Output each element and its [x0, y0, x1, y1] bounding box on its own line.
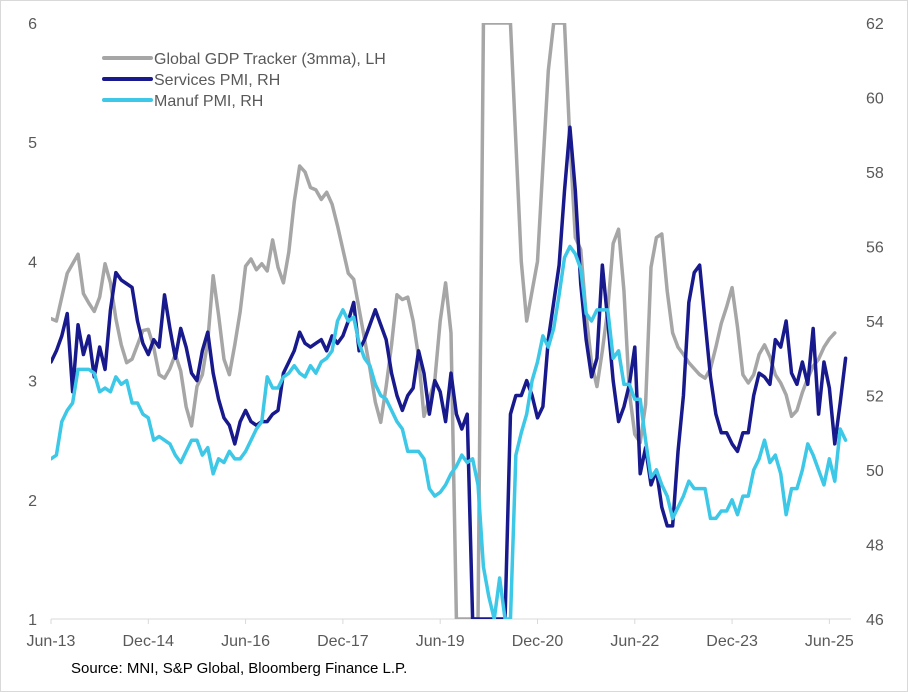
right-tick-label: 54: [866, 314, 884, 331]
legend-label-gdp: Global GDP Tracker (3mma), LH: [154, 51, 386, 68]
x-tick-label: Dec-20: [512, 633, 564, 650]
legend-entry-gdp: Global GDP Tracker (3mma), LH: [102, 51, 386, 68]
x-tick-label: Dec-14: [123, 633, 175, 650]
right-tick-label: 58: [866, 165, 884, 182]
series-line-manuf: [51, 244, 848, 619]
right-tick-label: 52: [866, 389, 884, 406]
x-tick-label: Dec-23: [706, 633, 758, 650]
series-line-services: [51, 125, 848, 619]
x-tick-label: Jun-16: [221, 633, 270, 650]
left-axis-ticks: 1 2 3 4 5 6: [28, 16, 37, 629]
legend-entry-services: Services PMI, RH: [102, 72, 280, 89]
x-axis-ticks: Jun-13 Dec-14 Jun-16 Dec-17 Jun-19 Dec-20 Jun-…: [27, 619, 854, 650]
legend-label-services: Services PMI, RH: [154, 72, 280, 89]
left-tick-label: 2: [28, 493, 37, 510]
right-axis-ticks: 46 48 50 52 54 56 58 60 62: [866, 16, 884, 629]
legend-entry-manuf: Manuf PMI, RH: [102, 93, 263, 110]
right-tick-label: 48: [866, 538, 884, 555]
left-tick-label: 3: [28, 374, 37, 391]
source-note: Source: MNI, S&P Global, Bloomberg Finan…: [71, 660, 407, 677]
right-tick-label: 50: [866, 463, 884, 480]
x-tick-label: Dec-17: [317, 633, 369, 650]
right-tick-label: 56: [866, 240, 884, 257]
x-tick-label: Jun-13: [27, 633, 76, 650]
plot-area: [51, 23, 848, 619]
x-tick-label: Jun-22: [610, 633, 659, 650]
right-tick-label: 46: [866, 612, 884, 629]
left-tick-label: 6: [28, 16, 37, 33]
series-line-gdp: [51, 23, 837, 619]
left-tick-label: 1: [28, 612, 37, 629]
series-lines: [51, 23, 848, 619]
right-tick-label: 62: [866, 16, 884, 33]
legend: Global GDP Tracker (3mma), LH Services P…: [102, 51, 386, 110]
x-tick-label: Jun-25: [805, 633, 854, 650]
left-tick-label: 4: [28, 254, 37, 271]
legend-label-manuf: Manuf PMI, RH: [154, 93, 263, 110]
right-tick-label: 60: [866, 91, 884, 108]
x-tick-label: Jun-19: [416, 633, 465, 650]
left-tick-label: 5: [28, 135, 37, 152]
